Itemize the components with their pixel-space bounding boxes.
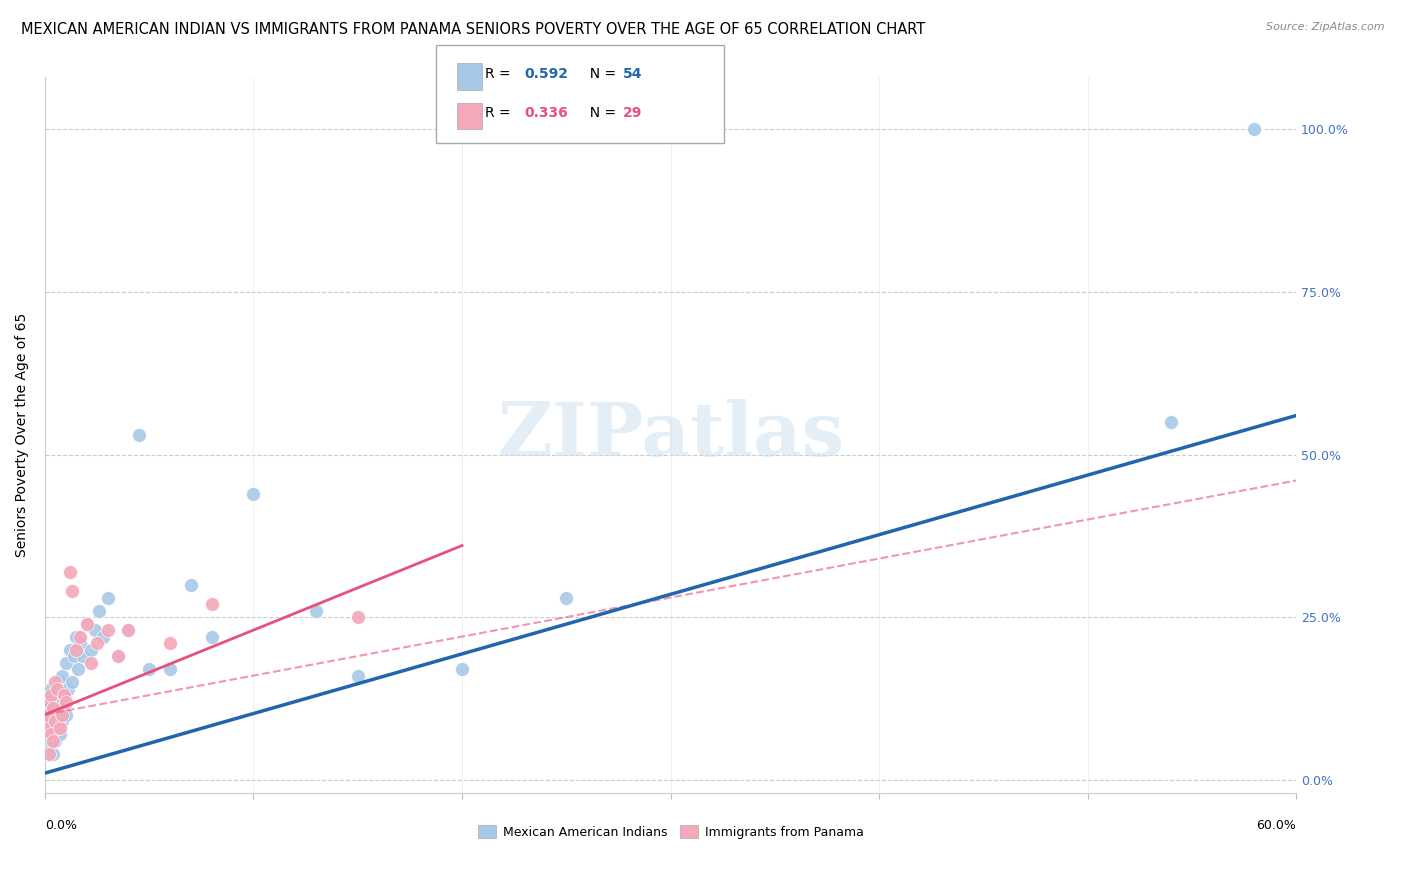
Point	[51, 668, 73, 682]
Point	[48, 721, 70, 735]
Point	[242, 486, 264, 500]
Point	[46, 721, 69, 735]
Point	[56, 681, 79, 696]
Point	[46, 681, 69, 696]
Point	[451, 662, 474, 676]
Text: Source: ZipAtlas.com: Source: ZipAtlas.com	[1267, 22, 1385, 32]
Point	[38, 727, 60, 741]
Point	[60, 584, 83, 599]
Point	[346, 668, 368, 682]
Point	[180, 577, 202, 591]
Point	[76, 616, 98, 631]
Point	[44, 688, 66, 702]
Text: 0.0%: 0.0%	[45, 819, 77, 831]
Point	[42, 747, 65, 761]
Point	[51, 707, 73, 722]
Point	[107, 649, 129, 664]
Text: 54: 54	[623, 67, 643, 81]
Point	[42, 701, 65, 715]
Point	[46, 695, 69, 709]
Point	[42, 733, 65, 747]
Point	[65, 630, 87, 644]
Point	[39, 727, 62, 741]
Point	[72, 649, 94, 664]
Point	[44, 714, 66, 728]
Y-axis label: Seniors Poverty Over the Age of 65: Seniors Poverty Over the Age of 65	[15, 313, 30, 558]
Point	[38, 747, 60, 761]
Point	[89, 604, 111, 618]
Point	[38, 695, 60, 709]
Point	[44, 733, 66, 747]
Text: R =: R =	[485, 67, 515, 81]
Point	[107, 649, 129, 664]
Point	[67, 662, 90, 676]
Point	[60, 675, 83, 690]
Text: N =: N =	[581, 106, 620, 120]
Point	[201, 630, 224, 644]
Point	[39, 688, 62, 702]
Point	[93, 630, 115, 644]
Point	[38, 740, 60, 755]
Point	[48, 727, 70, 741]
Point	[39, 733, 62, 747]
Point	[86, 636, 108, 650]
Text: 0.592: 0.592	[524, 67, 568, 81]
Point	[59, 642, 82, 657]
Point	[69, 630, 91, 644]
Point	[555, 591, 578, 605]
Text: 29: 29	[623, 106, 643, 120]
Text: 60.0%: 60.0%	[1256, 819, 1296, 831]
Point	[201, 597, 224, 611]
Point	[35, 695, 58, 709]
Point	[39, 721, 62, 735]
Point	[38, 707, 60, 722]
Point	[55, 707, 77, 722]
Legend: Mexican American Indians, Immigrants from Panama: Mexican American Indians, Immigrants fro…	[472, 820, 869, 844]
Point	[42, 727, 65, 741]
Point	[159, 636, 181, 650]
Point	[96, 623, 118, 637]
Point	[44, 707, 66, 722]
Point	[38, 688, 60, 702]
Text: 0.336: 0.336	[524, 106, 568, 120]
Point	[44, 675, 66, 690]
Point	[305, 604, 328, 618]
Point	[42, 701, 65, 715]
Point	[35, 721, 58, 735]
Point	[51, 714, 73, 728]
Point	[35, 733, 58, 747]
Point	[80, 642, 103, 657]
Point	[76, 616, 98, 631]
Point	[65, 642, 87, 657]
Point	[35, 707, 58, 722]
Point	[59, 565, 82, 579]
Point	[1160, 415, 1182, 429]
Text: ZIPatlas: ZIPatlas	[498, 399, 844, 472]
Point	[55, 695, 77, 709]
Point	[52, 688, 75, 702]
Point	[69, 636, 91, 650]
Point	[84, 623, 107, 637]
Point	[35, 727, 58, 741]
Point	[38, 721, 60, 735]
Point	[1243, 122, 1265, 136]
Point	[39, 714, 62, 728]
Point	[346, 610, 368, 624]
Point	[138, 662, 160, 676]
Point	[55, 656, 77, 670]
Point	[96, 591, 118, 605]
Point	[159, 662, 181, 676]
Point	[117, 623, 139, 637]
Text: MEXICAN AMERICAN INDIAN VS IMMIGRANTS FROM PANAMA SENIORS POVERTY OVER THE AGE O: MEXICAN AMERICAN INDIAN VS IMMIGRANTS FR…	[21, 22, 925, 37]
Point	[80, 656, 103, 670]
Point	[117, 623, 139, 637]
Point	[128, 428, 150, 442]
Point	[52, 688, 75, 702]
Point	[63, 649, 86, 664]
Text: R =: R =	[485, 106, 515, 120]
Point	[39, 681, 62, 696]
Text: N =: N =	[581, 67, 620, 81]
Point	[48, 675, 70, 690]
